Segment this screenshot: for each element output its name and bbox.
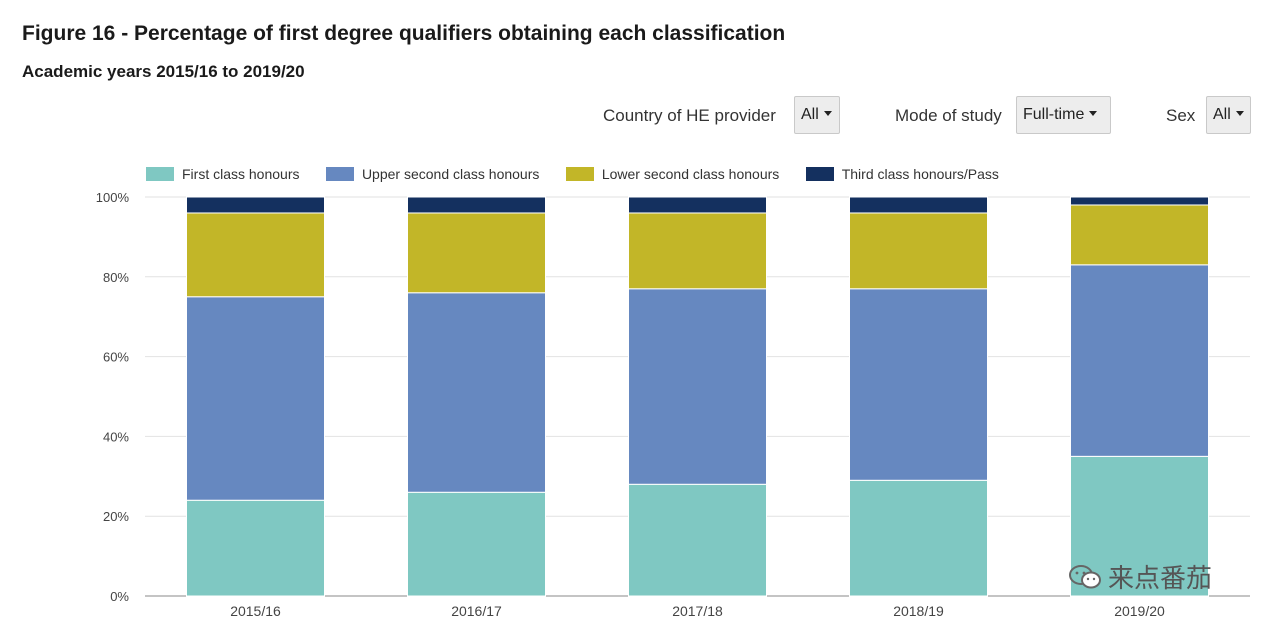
legend-swatch [565,167,594,181]
sex-filter-label: Sex [1166,106,1196,125]
y-tick-label: 100% [96,190,130,205]
bar-segment [628,212,767,290]
chevron-down-icon [823,111,832,116]
legend-swatch [146,167,174,181]
chevron-down-icon [1089,111,1098,116]
legend-swatch [805,167,834,181]
bar-segment [628,288,767,485]
legend-item-first[interactable]: First class honours [146,166,299,182]
bar-segment [849,479,988,597]
x-tick-label: 2015/16 [230,603,281,619]
bar-segment [1070,204,1209,266]
watermark-text: 来点番茄 [1108,564,1213,594]
x-tick-label: 2017/18 [672,603,723,619]
legend-item-lower-second[interactable]: Lower second class honours [565,166,780,182]
chart-legend: First class honours Upper second class h… [146,166,1021,186]
filter-bar: Country of HE provider All Mode of study… [0,96,1282,136]
y-tick-label: 40% [103,429,129,444]
y-tick-label: 0% [110,589,129,604]
bar-segment [407,292,546,493]
chart-subtitle: Academic years 2015/16 to 2019/20 [22,62,305,81]
x-tick-label: 2016/17 [451,603,502,619]
mode-filter-value: Full-time [1023,106,1085,123]
y-tick-label: 80% [103,270,129,285]
legend-item-third[interactable]: Third class honours/Pass [805,166,999,182]
bar-segment [628,196,767,214]
bar-segment [186,499,325,597]
bar-segment [186,196,325,214]
country-filter-value: All [801,106,819,123]
bar-segment [1070,196,1209,206]
legend-label: Upper second class honours [361,166,540,182]
y-tick-label: 60% [103,350,129,365]
legend-label: Lower second class honours [601,166,780,182]
bar-segment [186,212,325,298]
bar-segment [407,212,546,294]
mode-filter-select[interactable]: Full-time [1016,96,1111,134]
chart-title: Figure 16 - Percentage of first degree q… [22,22,786,45]
sex-filter-select[interactable]: All [1206,96,1251,134]
country-filter-label: Country of HE provider [603,106,776,125]
chat-bubbles-icon [1069,565,1101,589]
bar-segment [628,483,767,597]
y-tick-label: 20% [103,509,129,524]
sex-filter-value: All [1213,106,1231,123]
bar-segment [849,288,988,481]
watermark: 来点番茄 [1068,558,1212,595]
bar-segment [186,296,325,501]
legend-label: First class honours [182,166,300,182]
bar-segment [849,196,988,214]
bar-segment [407,196,546,214]
bar-segment [849,212,988,290]
legend-item-upper-second[interactable]: Upper second class honours [325,166,540,182]
legend-swatch [325,167,354,181]
bar-segment [407,491,546,597]
chevron-down-icon [1235,111,1244,116]
bar-segment [1070,264,1209,457]
x-tick-label: 2018/19 [893,603,944,619]
legend-label: Third class honours/Pass [841,166,999,182]
mode-filter-label: Mode of study [895,106,1002,125]
x-tick-label: 2019/20 [1114,603,1165,619]
country-filter-select[interactable]: All [794,96,840,134]
